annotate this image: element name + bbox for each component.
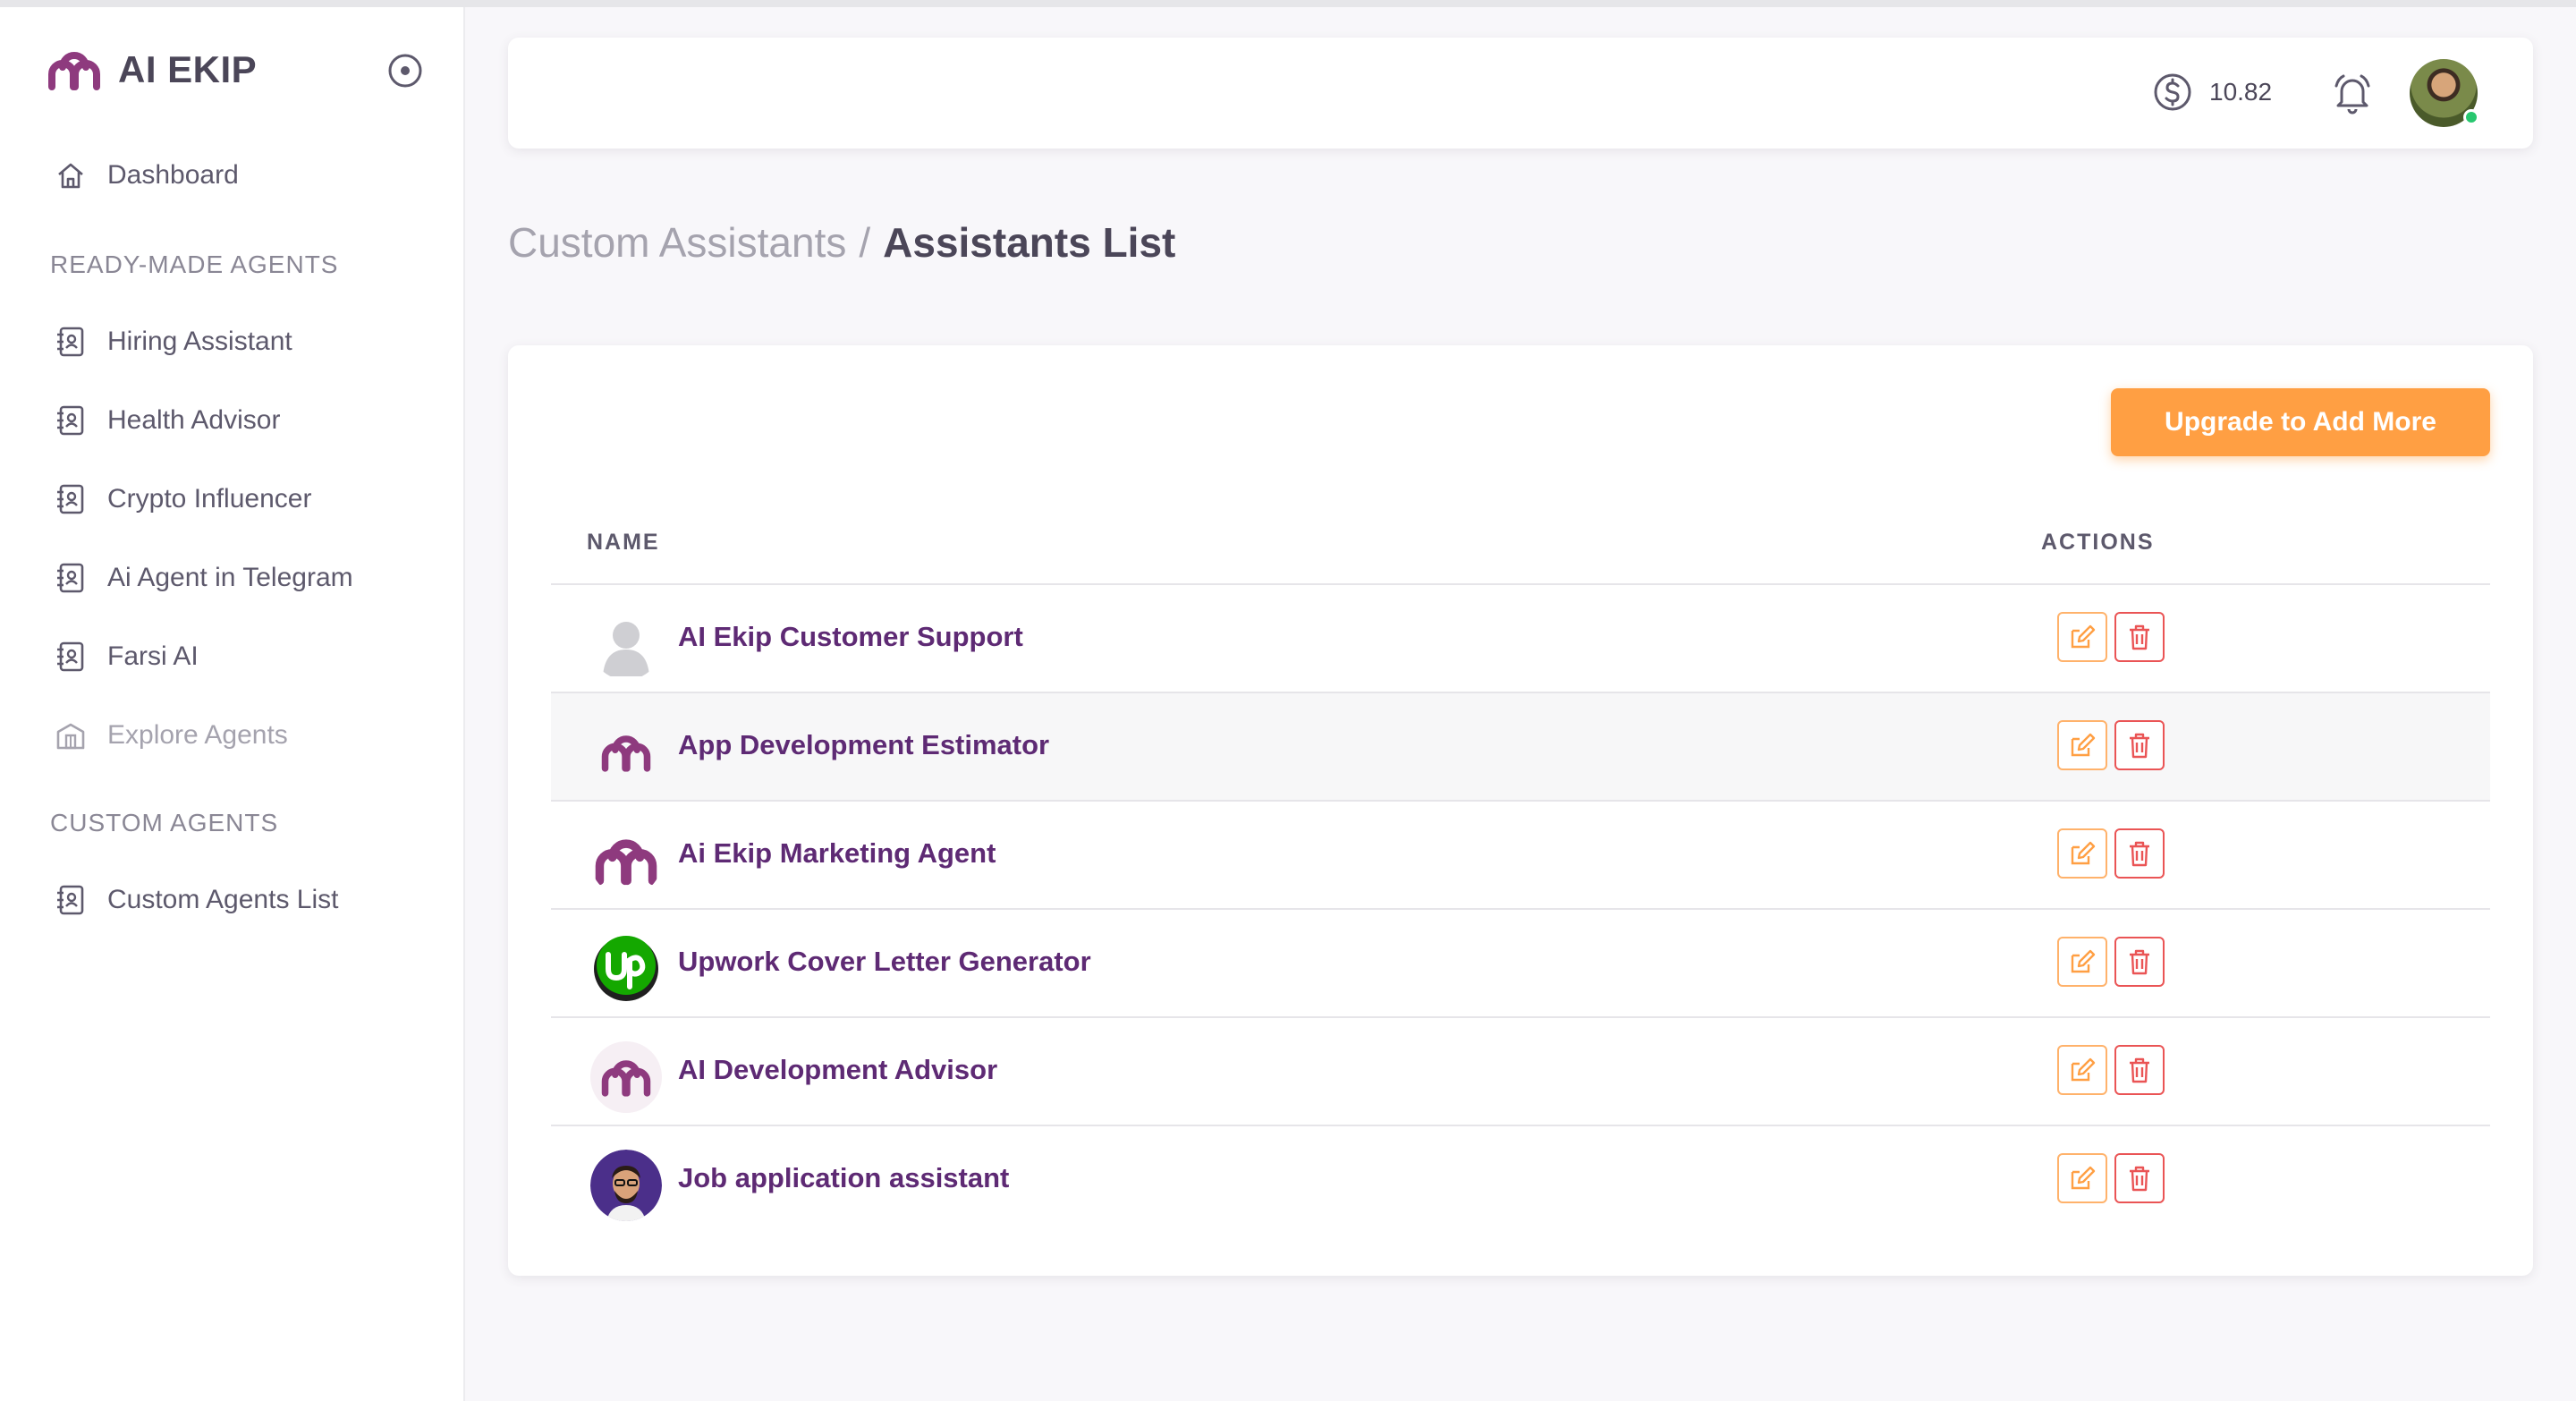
sidebar-item-label: Health Advisor: [107, 405, 281, 435]
trash-icon: [2130, 949, 2149, 975]
sidebar-item-dashboard[interactable]: Dashboard: [54, 149, 239, 202]
upwork-logo-avatar: [590, 933, 662, 1005]
sidebar-item-custom-agents-list[interactable]: Custom Agents List: [54, 873, 338, 927]
edit-icon: [2071, 1166, 2096, 1190]
edit-icon: [2071, 949, 2096, 973]
contact-book-icon: [54, 640, 88, 674]
edit-button[interactable]: [2057, 612, 2107, 662]
breadcrumb-separator: /: [859, 219, 871, 266]
edit-button[interactable]: [2057, 1153, 2107, 1203]
sidebar-collapse-icon[interactable]: [386, 52, 424, 89]
brand[interactable]: AI EKIP: [45, 43, 257, 97]
edit-button[interactable]: [2057, 828, 2107, 879]
sidebar-item-label: Explore Agents: [107, 720, 288, 750]
top-navbar: 10.82: [508, 38, 2533, 149]
sidebar-section-custom: CUSTOM AGENTS: [50, 809, 279, 836]
contact-book-icon: [54, 883, 88, 917]
sidebar-item-explore-agents[interactable]: Explore Agents: [54, 709, 288, 762]
contact-book-icon: [54, 482, 88, 516]
assistant-name[interactable]: Upwork Cover Letter Generator: [678, 946, 1091, 977]
top-edge: [0, 0, 2576, 7]
sidebar-item-crypto-influencer[interactable]: Crypto Influencer: [54, 472, 311, 526]
assistant-name[interactable]: AI Ekip Customer Support: [678, 621, 1023, 652]
breadcrumb: Custom Assistants / Assistants List: [508, 218, 1175, 267]
assistant-name[interactable]: Ai Ekip Marketing Agent: [678, 837, 996, 869]
breadcrumb-parent[interactable]: Custom Assistants: [508, 219, 847, 266]
aiekip-logo-icon: [48, 52, 100, 90]
building-icon: [54, 718, 88, 752]
trash-icon: [2130, 624, 2149, 650]
credits-amount: 10.82: [2209, 78, 2273, 106]
table-row: Ai Ekip Marketing Agent: [551, 802, 2490, 910]
sidebar: AI EKIP Dashboard READY-MADE AGENTS Hiri…: [0, 7, 465, 1401]
aiekip-logo-avatar: [590, 717, 662, 788]
contact-book-icon: [54, 403, 88, 437]
assistant-name[interactable]: AI Development Advisor: [678, 1054, 998, 1085]
edit-icon: [2071, 624, 2096, 649]
trash-icon: [2130, 1166, 2149, 1192]
assistant-name[interactable]: App Development Estimator: [678, 729, 1050, 760]
delete-button[interactable]: [2114, 720, 2165, 770]
trash-icon: [2130, 733, 2149, 759]
person-photo-avatar: [590, 1150, 662, 1221]
home-icon: [54, 158, 88, 192]
aiekip-logo-avatar: [590, 825, 662, 896]
table-row: AI Development Advisor: [551, 1018, 2490, 1126]
sidebar-item-label: Custom Agents List: [107, 885, 339, 914]
assistants-table-body: AI Ekip Customer Support App Development…: [551, 585, 2490, 1235]
trash-icon: [2130, 1057, 2149, 1083]
delete-button[interactable]: [2114, 1045, 2165, 1095]
user-avatar[interactable]: [2410, 59, 2479, 127]
delete-button[interactable]: [2114, 1153, 2165, 1203]
edit-icon: [2071, 733, 2096, 757]
delete-button[interactable]: [2114, 612, 2165, 662]
contact-book-icon: [54, 561, 88, 595]
trash-icon: [2130, 841, 2149, 867]
sidebar-item-label: Dashboard: [107, 160, 239, 190]
edit-icon: [2071, 1057, 2096, 1082]
edit-button[interactable]: [2057, 1045, 2107, 1095]
assistant-name[interactable]: Job application assistant: [678, 1162, 1010, 1193]
sidebar-item-hiring-assistant[interactable]: Hiring Assistant: [54, 315, 292, 369]
delete-button[interactable]: [2114, 937, 2165, 987]
delete-button[interactable]: [2114, 828, 2165, 879]
contact-book-icon: [54, 325, 88, 359]
default-person-avatar: [590, 608, 662, 680]
sidebar-item-ai-agent-telegram[interactable]: Ai Agent in Telegram: [54, 551, 353, 605]
aiekip-logo-avatar: [590, 1041, 662, 1113]
column-header-actions: ACTIONS: [2041, 530, 2155, 555]
dollar-coin-icon: [2154, 73, 2191, 111]
table-row: Job application assistant: [551, 1126, 2490, 1235]
sidebar-item-label: Crypto Influencer: [107, 484, 312, 514]
edit-button[interactable]: [2057, 937, 2107, 987]
table-row: AI Ekip Customer Support: [551, 585, 2490, 693]
credits-balance[interactable]: 10.82: [2152, 72, 2272, 113]
column-header-name: NAME: [587, 530, 660, 555]
table-row: Upwork Cover Letter Generator: [551, 910, 2490, 1018]
brand-name: AI EKIP: [118, 48, 258, 90]
sidebar-section-ready-made: READY-MADE AGENTS: [50, 250, 339, 278]
sidebar-item-label: Ai Agent in Telegram: [107, 563, 353, 592]
online-status-dot: [2463, 109, 2479, 125]
assistants-card: Upgrade to Add More NAME ACTIONS AI Ekip…: [508, 345, 2533, 1276]
upgrade-button[interactable]: Upgrade to Add More: [2111, 388, 2490, 456]
bell-icon[interactable]: [2329, 70, 2376, 116]
sidebar-item-health-advisor[interactable]: Health Advisor: [54, 394, 280, 447]
sidebar-item-label: Farsi AI: [107, 641, 199, 671]
edit-icon: [2071, 841, 2096, 865]
sidebar-item-farsi-ai[interactable]: Farsi AI: [54, 630, 199, 684]
table-row: App Development Estimator: [551, 693, 2490, 802]
page-title: Assistants List: [883, 219, 1176, 266]
edit-button[interactable]: [2057, 720, 2107, 770]
table-header: NAME ACTIONS: [551, 517, 2490, 585]
sidebar-item-label: Hiring Assistant: [107, 327, 292, 356]
